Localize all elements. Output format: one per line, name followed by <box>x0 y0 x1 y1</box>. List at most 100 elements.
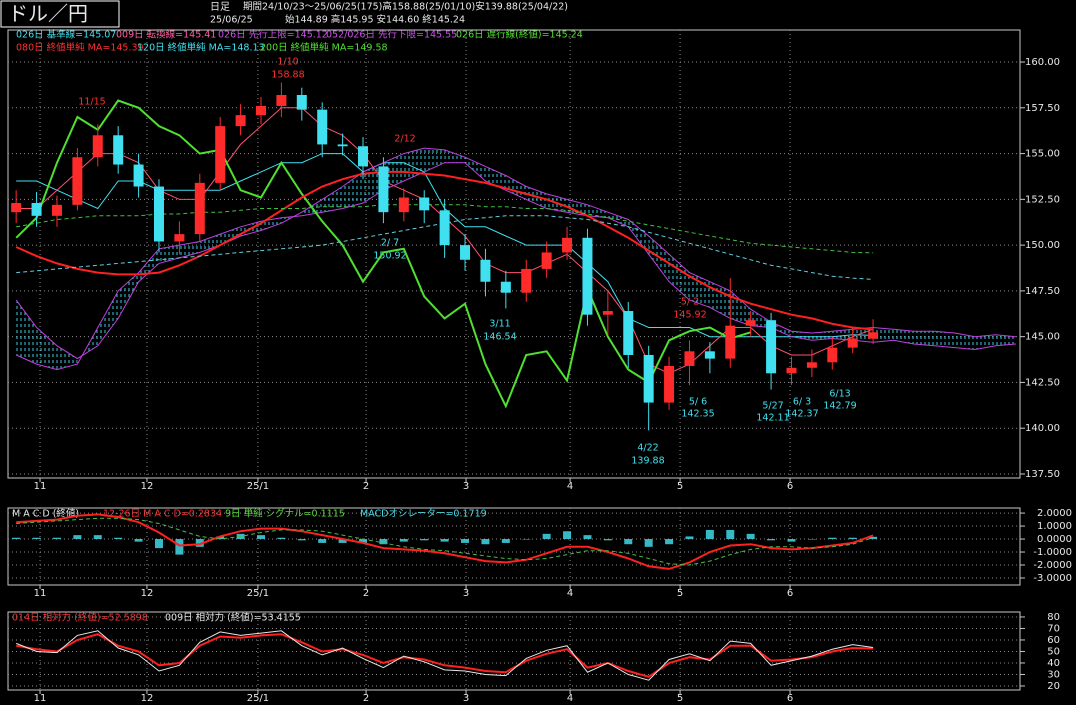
x-tick-label: 2 <box>363 588 369 599</box>
x-tick-label: 12 <box>141 588 154 599</box>
candle-body <box>72 157 83 205</box>
cloud <box>913 331 935 346</box>
annotation: 142.37 <box>785 409 818 420</box>
annotation: 11/15 <box>78 97 105 108</box>
oscillator-bar <box>195 539 204 547</box>
candle-body <box>337 144 348 147</box>
candle-body <box>847 338 858 348</box>
oscillator-bar <box>154 539 163 549</box>
cloud <box>138 248 159 282</box>
y-tick-label: 1.0000 <box>1037 521 1072 532</box>
oscillator-bar <box>522 539 531 540</box>
cloud <box>730 290 751 326</box>
plot <box>8 612 1020 690</box>
oscillator-bar <box>277 537 286 540</box>
annotation: 150.92 <box>373 251 406 262</box>
cloud <box>954 332 976 350</box>
legend-entry: 026日 先行上限=145.12 <box>218 29 328 41</box>
cloud <box>465 157 486 182</box>
x-tick-label: 3 <box>463 693 469 704</box>
period: 期間24/10/23～25/06/25(175)高158.88(25/01/10… <box>243 1 568 13</box>
panel-title: M A C D (終値) <box>12 508 79 520</box>
y-tick-label: 50 <box>1047 646 1060 657</box>
candle-body <box>602 311 613 315</box>
cloud <box>322 186 343 213</box>
series-line <box>16 630 874 681</box>
oscillator-bar <box>379 539 388 545</box>
oscillator-bar <box>175 539 184 555</box>
candle-body <box>11 203 22 213</box>
oscillator-bar <box>563 531 572 540</box>
x-tick-label: 25/1 <box>247 481 269 492</box>
annotation: 6/ 3 <box>793 397 811 408</box>
candle-body <box>92 135 103 158</box>
candle-body <box>827 347 838 363</box>
oscillator-bar <box>32 537 41 540</box>
y-tick-label: 152.50 <box>1025 194 1060 205</box>
y-tick-label: 142.50 <box>1025 377 1060 388</box>
oscillator-bar <box>583 535 592 540</box>
y-tick-label: 147.50 <box>1025 286 1060 297</box>
candle-body <box>133 164 144 187</box>
candle-body <box>623 311 634 355</box>
annotation: 3/11 <box>489 319 510 330</box>
x-tick-label: 25/1 <box>247 693 269 704</box>
x-tick-label: 12 <box>141 693 154 704</box>
legend-entry: 120日 終値単純 MA=148.13 <box>137 42 265 54</box>
cloud <box>648 235 670 282</box>
series-line <box>16 633 874 678</box>
oscillator-bar <box>297 539 306 541</box>
oscillator-bar <box>73 535 82 540</box>
candle-body <box>31 203 42 216</box>
cloud <box>771 322 792 337</box>
annotation: 4/22 <box>637 443 658 454</box>
candle-body <box>296 94 307 110</box>
plot <box>8 508 1020 585</box>
candle-body <box>398 197 409 213</box>
title: ドル／円 <box>8 2 88 26</box>
legend-entry: 014日 相対力 (終値)=52.5898 <box>12 612 148 624</box>
oscillator-bar <box>665 539 674 545</box>
legend-entry: 12-26日 M A C D=0.2834 <box>103 509 222 520</box>
oscillator-bar <box>114 537 123 540</box>
y-tick-label: 40 <box>1047 658 1060 669</box>
candle-body <box>562 237 573 253</box>
y-tick-label: -2.0000 <box>1033 560 1072 571</box>
y-tick-label: 20 <box>1047 681 1060 692</box>
oscillator-bar <box>481 539 490 545</box>
y-tick-label: 160.00 <box>1025 57 1060 68</box>
period-label: 日足 <box>210 1 230 13</box>
x-tick-label: 6 <box>787 481 793 492</box>
oscillator-bar <box>318 539 327 543</box>
candle-body <box>113 135 124 165</box>
cloud <box>118 272 139 319</box>
oscillator-bar <box>644 539 653 547</box>
y-tick-label: 60 <box>1047 635 1060 646</box>
x-tick-label: 3 <box>463 588 469 599</box>
series-line <box>16 215 874 280</box>
legend-entry: MACDオシレーター=0.1719 <box>360 509 487 520</box>
cloud <box>97 290 119 346</box>
panel-frame <box>7 29 1021 479</box>
cloud <box>975 334 996 350</box>
candle-body <box>317 109 328 145</box>
y-tick-label: 80 <box>1047 612 1060 623</box>
cloud <box>220 226 241 246</box>
oscillator-bar <box>828 537 837 540</box>
oscillator-bar <box>501 539 510 543</box>
cloud <box>750 309 772 328</box>
x-tick-label: 11 <box>34 481 47 492</box>
plot <box>8 30 1020 478</box>
candle-body <box>439 210 450 246</box>
cloud <box>444 149 466 163</box>
y-tick-label: 0.0000 <box>1037 534 1072 545</box>
candle-body <box>378 166 389 213</box>
legend-entry: 009日 相対力 (終値)=53.4155 <box>165 612 301 624</box>
title-box <box>0 0 120 28</box>
annotation: 2/ 7 <box>381 238 399 249</box>
candle-body <box>582 237 593 315</box>
y-tick-label: 150.00 <box>1025 240 1060 251</box>
cloud <box>342 171 364 209</box>
panel-frame <box>7 507 1021 586</box>
